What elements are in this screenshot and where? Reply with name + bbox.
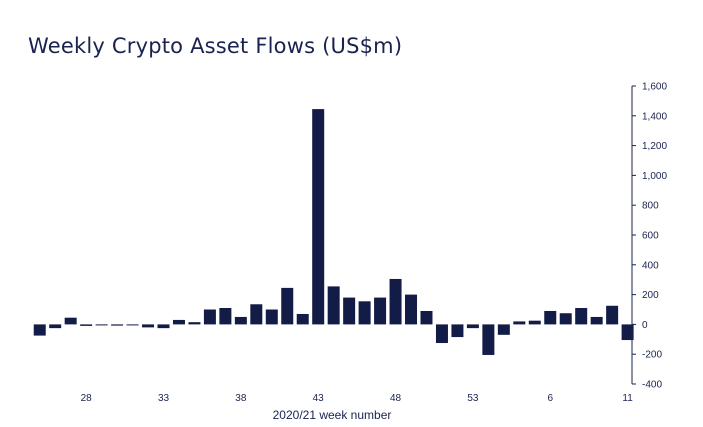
bar <box>343 297 356 325</box>
bar <box>157 324 170 329</box>
bar <box>559 313 572 325</box>
bar <box>265 309 278 325</box>
bar <box>528 320 541 325</box>
y-tick-label: 1,600 <box>642 82 667 93</box>
bar <box>513 321 526 325</box>
bar <box>281 287 294 325</box>
bar <box>497 324 510 335</box>
bar <box>126 324 139 326</box>
bar <box>203 309 216 325</box>
bar <box>327 286 340 325</box>
bar <box>296 313 309 325</box>
bar <box>95 324 108 326</box>
x-tick-label: 38 <box>235 393 247 404</box>
y-tick-label: 1,400 <box>642 111 667 122</box>
bar <box>358 301 371 325</box>
y-tick-label: 1,000 <box>642 171 667 182</box>
bar <box>219 308 232 325</box>
bar <box>466 324 479 329</box>
y-tick-label: 400 <box>642 260 659 271</box>
bar <box>544 310 557 325</box>
bar <box>234 316 247 325</box>
y-tick-label: -200 <box>642 350 662 361</box>
x-tick-label: 53 <box>467 393 479 404</box>
bar <box>188 322 201 325</box>
bar <box>33 324 46 336</box>
bar <box>575 308 588 325</box>
bar <box>142 324 155 328</box>
bar <box>250 304 263 325</box>
x-tick-label: 28 <box>81 393 93 404</box>
bar <box>64 317 77 325</box>
bar <box>80 324 93 326</box>
y-axis: 1,600 1,400 1,200 1,000 800 600 400 200 0 -200 -40… <box>631 82 667 391</box>
bar <box>420 310 433 325</box>
x-axis-title: 2020/21 week number <box>273 408 392 422</box>
bar <box>111 324 124 326</box>
bar <box>482 324 495 355</box>
chart-title: Weekly Crypto Asset Flows (US$m) <box>28 34 403 58</box>
y-tick-label: -400 <box>642 380 662 391</box>
bar <box>621 324 634 341</box>
y-tick-label: 1,200 <box>642 141 667 152</box>
y-tick-label: 200 <box>642 290 659 301</box>
y-tick-label: 0 <box>642 320 648 331</box>
bar <box>49 324 62 329</box>
x-tick-label: 48 <box>390 393 402 404</box>
bar <box>374 297 387 325</box>
bar <box>312 109 325 325</box>
bars-group <box>33 109 634 355</box>
bar <box>590 316 603 325</box>
bar <box>435 324 448 344</box>
bar <box>172 319 185 325</box>
bar <box>389 278 402 325</box>
bar <box>606 305 619 325</box>
y-tick-label: 600 <box>642 231 659 242</box>
x-tick-label: 6 <box>547 393 553 404</box>
x-axis: 28 33 38 43 48 53 6 11 <box>81 393 634 404</box>
x-tick-label: 43 <box>313 393 325 404</box>
y-tick-label: 800 <box>642 201 659 212</box>
bar <box>451 324 464 338</box>
x-tick-label: 11 <box>622 393 633 404</box>
x-tick-label: 33 <box>158 393 170 404</box>
bar <box>405 294 418 325</box>
